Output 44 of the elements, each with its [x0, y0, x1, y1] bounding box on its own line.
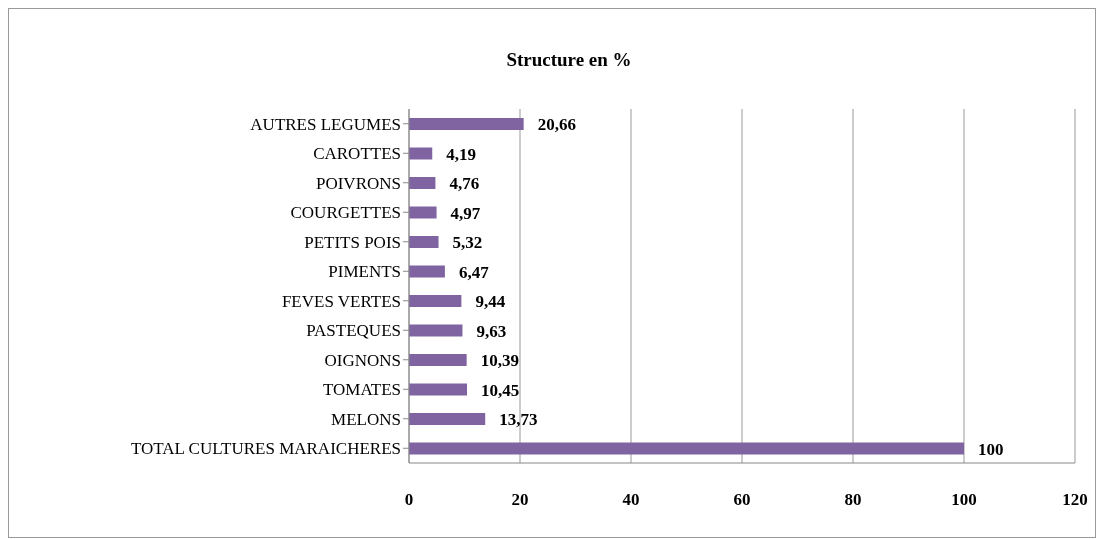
y-tick-label: MELONS [331, 409, 401, 429]
y-tick-label: TOMATES [322, 380, 401, 400]
x-tick-label: 0 [404, 490, 414, 510]
x-tick-label: 80 [844, 490, 862, 510]
x-tick-label: 120 [1062, 490, 1088, 510]
chart-title: Structure en % [505, 49, 633, 71]
bar [409, 442, 964, 455]
y-tick-label: OIGNONS [324, 350, 401, 370]
y-tick-label: POIVRONS [315, 173, 401, 193]
bar [409, 206, 437, 219]
y-tick-label: CAROTTES [313, 144, 401, 164]
bar [409, 118, 524, 130]
data-label: 4,76 [449, 174, 480, 194]
x-tick-label: 100 [951, 490, 977, 510]
x-tick-label: 40 [622, 490, 640, 510]
data-label: 10,39 [480, 351, 519, 371]
bar [409, 147, 433, 160]
bar [409, 324, 463, 337]
y-tick-label: PIMENTS [328, 262, 401, 282]
data-label: 20,66 [537, 115, 576, 135]
y-tick-label: FEVES VERTES [281, 291, 401, 311]
x-tick-label: 20 [511, 490, 529, 510]
bar [409, 236, 439, 248]
data-label: 10,45 [481, 380, 520, 400]
data-label: 100 [978, 439, 1004, 459]
y-tick-label: COURGETTES [290, 203, 401, 223]
bar [409, 383, 467, 396]
data-label: 5,32 [452, 233, 483, 253]
data-label: 9,44 [475, 292, 506, 312]
x-tick-label: 60 [733, 490, 751, 510]
bar [409, 354, 467, 366]
y-tick-label: TOTAL CULTURES MARAICHERES [130, 439, 401, 459]
bar [409, 265, 445, 278]
data-label: 4,97 [450, 203, 481, 223]
y-tick-label: AUTRES LEGUMES [250, 114, 401, 134]
y-tick-label: PETITS POIS [304, 232, 401, 252]
y-tick-label: PASTEQUES [306, 321, 401, 341]
data-label: 6,47 [458, 262, 490, 282]
bar [409, 177, 436, 189]
data-label: 13,73 [499, 410, 538, 430]
data-label: 9,63 [476, 321, 507, 341]
data-label: 4,19 [446, 144, 476, 164]
bar [409, 413, 486, 425]
bar [409, 295, 462, 307]
